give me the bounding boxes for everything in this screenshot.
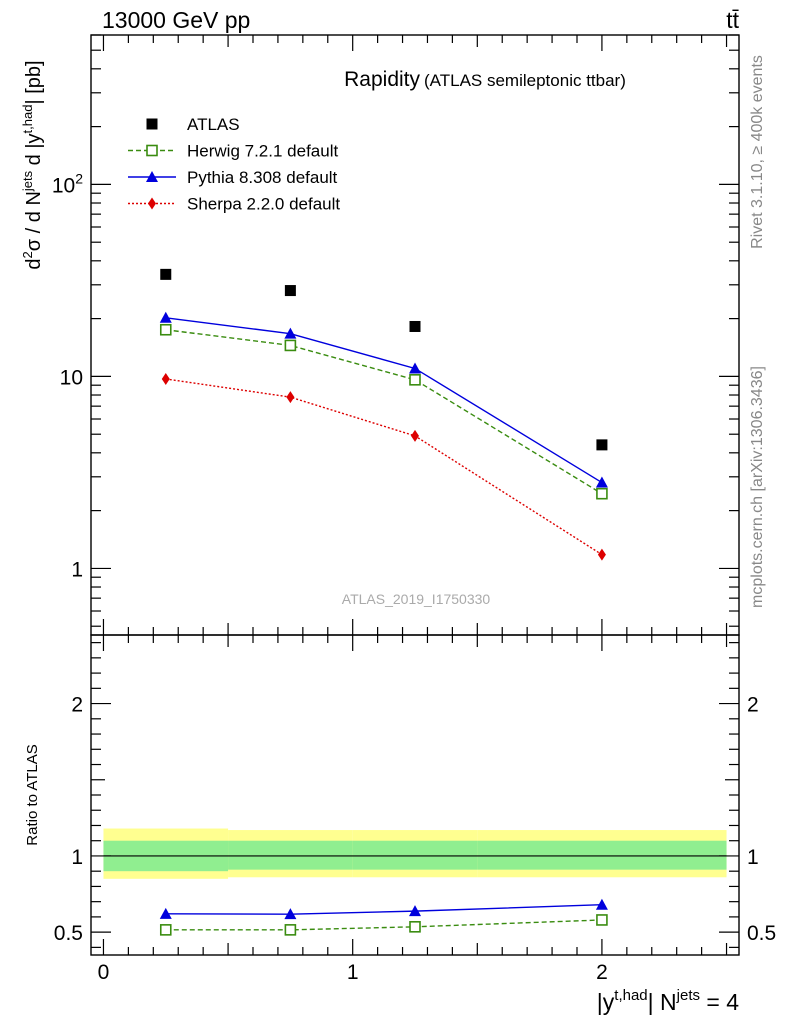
main-series-2-point	[409, 362, 421, 374]
main-plot-marks	[159, 268, 608, 561]
main-series-1-point	[596, 487, 608, 500]
ratio-x-tick-label: 0	[98, 961, 110, 984]
ratio-plot-axes: 0.5 0.5 1 1 2 2 0 1 2	[54, 635, 776, 984]
legend-label-1: Herwig 7.2.1 default	[187, 142, 338, 161]
legend-marker-0	[146, 118, 158, 130]
ratio-series-line-0	[165, 919, 602, 931]
header-right-label: tt̄	[726, 7, 739, 33]
ratio-x-tick-label: 2	[596, 961, 608, 984]
legend-label-3: Sherpa 2.2.0 default	[187, 195, 340, 214]
ratio-series-1-point	[284, 908, 297, 920]
ratio-stat-band-2	[352, 840, 478, 870]
legend-marker-3	[148, 197, 156, 210]
legend-marker-1	[146, 144, 158, 157]
main-series-line-1	[165, 329, 603, 495]
main-series-3-point	[286, 391, 295, 404]
ratio-series-0-point	[159, 924, 172, 936]
main-series-3-point	[597, 548, 606, 561]
main-series-line-2	[165, 317, 603, 484]
main-y-tick-label: 102	[52, 170, 83, 197]
main-series-line-3	[165, 378, 603, 556]
ratio-stat-band-3	[477, 840, 727, 870]
ratio-y-tick-label: 2	[71, 694, 83, 717]
ratio-y-tick-label-right: 1	[747, 846, 759, 869]
main-plot-panel: 1 10 102 Rapidity (ATLAS semileptonic ttba…	[20, 34, 740, 636]
main-series-3-point	[161, 372, 170, 385]
main-series-1-point	[284, 339, 297, 352]
ratio-y-tick-label: 0.5	[54, 922, 83, 945]
main-series-0-point	[160, 268, 172, 280]
main-series-1-point	[159, 323, 172, 336]
ratio-series-0-point	[596, 914, 608, 926]
main-series-2-point	[284, 327, 297, 339]
ratio-series-1-point	[409, 905, 421, 917]
ratio-series-line-1	[165, 904, 602, 915]
main-y-tick-label: 1	[71, 558, 83, 581]
ratio-series-1-point	[159, 907, 172, 919]
legend-label-0: ATLAS	[187, 115, 240, 134]
main-plot-subtitle: (ATLAS semileptonic ttbar)	[424, 71, 626, 90]
ratio-plot-ylabel: Ratio to ATLAS	[24, 744, 41, 845]
legend-marker-2	[146, 171, 158, 182]
ratio-x-tick-label: 1	[347, 961, 359, 984]
ratio-series-0-point	[409, 921, 421, 933]
ratio-series-1-point	[595, 898, 608, 910]
main-plot-ylabel: d2σ / d Njets d |yt,had| [pb]	[20, 60, 45, 269]
ratio-plot-xlabel: |yt,had| Njets = 4	[597, 987, 739, 1015]
rivet-label: Rivet 3.1.10, ≥ 400k events	[749, 55, 766, 249]
analysis-watermark: ATLAS_2019_I1750330	[342, 591, 491, 607]
main-series-0-point	[409, 320, 421, 332]
main-series-1-point	[409, 374, 421, 386]
main-series-0-point	[284, 285, 296, 297]
main-plot-title: Rapidity	[344, 68, 420, 91]
main-series-2-point	[595, 476, 608, 488]
ratio-y-tick-label-right: 0.5	[747, 922, 776, 945]
main-plot-axes: 1 10 102	[52, 34, 739, 635]
main-y-tick-label: 10	[60, 366, 83, 389]
ratio-stat-band-1	[228, 840, 353, 870]
ratio-series-0-point	[284, 924, 297, 936]
source-label: mcplots.cern.ch [arXiv:1306.3436]	[749, 366, 766, 608]
header-left-label: 13000 GeV pp	[102, 7, 250, 33]
legend: ATLAS Herwig 7.2.1 default Pythia 8.308 de…	[128, 115, 340, 214]
legend-label-2: Pythia 8.308 default	[187, 168, 338, 187]
ratio-plot-marks	[103, 828, 727, 936]
main-series-3-point	[411, 429, 419, 442]
ratio-plot-panel: 0.5 0.5 1 1 2 2 0 1 2 Ratio to ATLAS |yt,had| Nj…	[24, 634, 776, 1015]
ratio-y-tick-label-right: 2	[747, 694, 759, 717]
ratio-y-tick-label: 1	[71, 846, 83, 869]
main-series-2-point	[159, 311, 172, 323]
main-series-0-point	[596, 439, 608, 451]
